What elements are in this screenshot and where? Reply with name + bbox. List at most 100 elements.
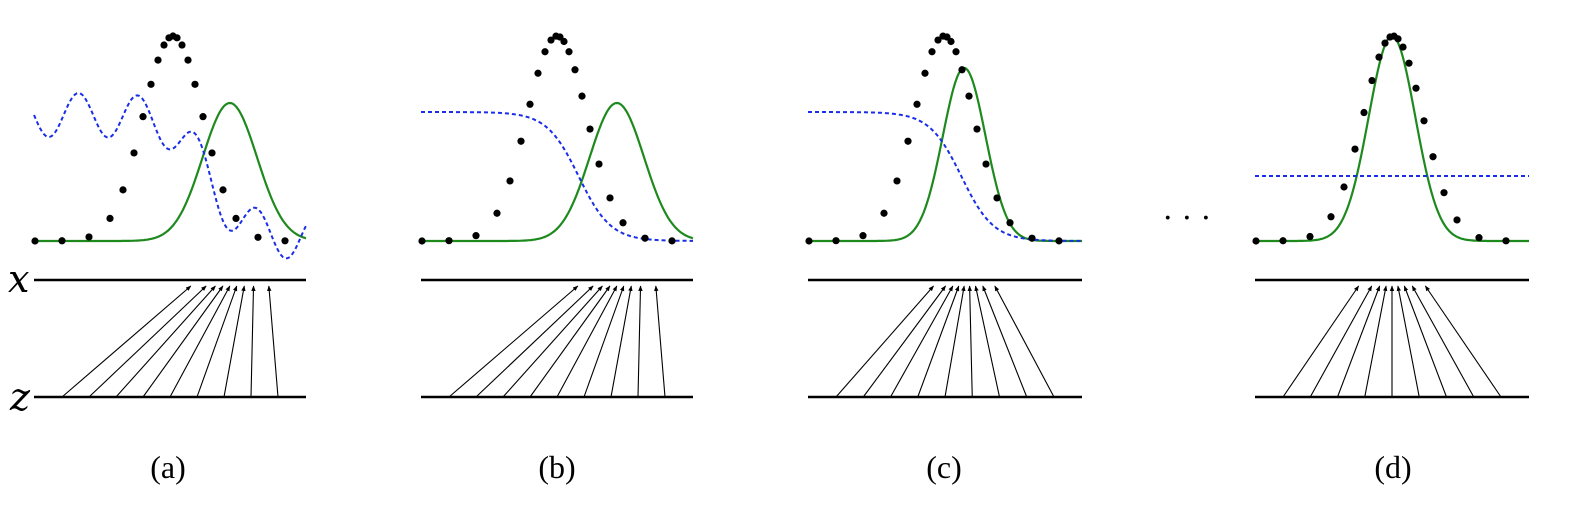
mapping-arrow [196, 285, 238, 398]
data-point [1006, 219, 1014, 227]
z-axis-label: z [9, 375, 31, 419]
data-point [154, 56, 162, 64]
generator-density-curve [808, 66, 1082, 243]
data-point [184, 56, 192, 64]
data-point [106, 214, 114, 222]
mapping-arrow [115, 285, 216, 398]
data-point [526, 100, 534, 108]
mapping-arrow [223, 285, 246, 398]
panel-d-caption: (d) [1374, 449, 1411, 485]
panel-b: (b) [418, 32, 694, 485]
data-point [1375, 53, 1383, 61]
panel-c: (c) [805, 32, 1082, 485]
mapping-arrow [88, 285, 207, 398]
data-point [31, 237, 39, 245]
data-point [1279, 237, 1287, 245]
panel-d: (d) [1252, 32, 1529, 485]
mapping-arrow [974, 285, 1001, 398]
data-point [232, 214, 240, 222]
data-point [199, 113, 207, 121]
data-point [208, 149, 216, 157]
data-point [493, 209, 501, 217]
data-point [281, 237, 289, 245]
data-point [445, 237, 453, 245]
mapping-arrow [169, 285, 231, 398]
data-point [1502, 237, 1510, 245]
data-point [641, 234, 649, 242]
data-point [219, 186, 227, 194]
data-point [928, 48, 936, 56]
mapping-arrow [502, 285, 603, 398]
data-point [952, 48, 960, 56]
data-point [1327, 213, 1335, 221]
mapping-arrow [556, 285, 618, 398]
data-point [965, 92, 973, 100]
data-point [517, 137, 525, 145]
data-point [58, 237, 66, 245]
data-point [1368, 76, 1376, 85]
data-point [619, 219, 627, 227]
data-point [880, 209, 888, 217]
mapping-arrow [654, 285, 666, 398]
data-point [1405, 59, 1413, 67]
generator-density-curve [1255, 34, 1529, 243]
mapping-arrow [1364, 285, 1388, 398]
mapping-arrow [61, 285, 192, 398]
mapping-arrow [610, 285, 633, 398]
data-point [1420, 117, 1428, 125]
mapping-arrow [250, 285, 256, 398]
data-point [973, 125, 981, 133]
mapping-arrow [1336, 285, 1381, 398]
data-point [1055, 237, 1063, 245]
discriminator-curve [808, 111, 1082, 242]
data-point [130, 149, 138, 157]
data-point [1381, 39, 1389, 47]
mapping-arrow [917, 285, 960, 398]
data-point [1351, 145, 1359, 153]
mapping-arrow [1411, 285, 1475, 398]
data-point [254, 233, 262, 241]
mapping-arrow [1424, 285, 1502, 398]
mapping-arrow [267, 285, 279, 398]
data-point [982, 160, 990, 168]
discriminator-curve [421, 111, 693, 242]
data-point [1306, 232, 1314, 241]
data-point [1412, 84, 1420, 92]
data-point [947, 37, 955, 46]
mapping-arrow [1396, 285, 1420, 398]
data-point [859, 232, 867, 240]
data-point [571, 66, 579, 74]
data-point [147, 80, 155, 88]
panel-b-caption: (b) [538, 449, 575, 485]
mapping-arrow [994, 285, 1055, 398]
data-point [805, 237, 813, 245]
panel-a: (a) [31, 32, 307, 485]
data-point [85, 233, 93, 241]
mapping-arrow [1403, 285, 1448, 398]
data-point [160, 41, 168, 49]
data-point [578, 92, 586, 100]
discriminator-curve [33, 92, 307, 260]
mapping-arrow [982, 285, 1028, 398]
data-point [418, 237, 426, 245]
data-point [668, 237, 676, 245]
data-point [547, 36, 555, 44]
data-point [1399, 43, 1407, 51]
data-point [921, 69, 929, 77]
generator-density-curve [421, 101, 694, 243]
mapping-arrow [967, 285, 973, 398]
mapping-arrow [475, 285, 594, 398]
data-point [958, 66, 966, 74]
data-point [1440, 189, 1448, 197]
mapping-arrow [862, 285, 947, 398]
mapping-arrow [583, 285, 625, 398]
data-point [893, 177, 901, 185]
mapping-arrow [944, 285, 966, 398]
data-point [1360, 108, 1368, 117]
data-point [472, 232, 480, 240]
panel-c-caption: (c) [926, 449, 962, 485]
data-point [1028, 234, 1036, 242]
mapping-arrow [142, 285, 224, 398]
mapping-arrow [637, 285, 643, 398]
data-point [1252, 237, 1260, 245]
